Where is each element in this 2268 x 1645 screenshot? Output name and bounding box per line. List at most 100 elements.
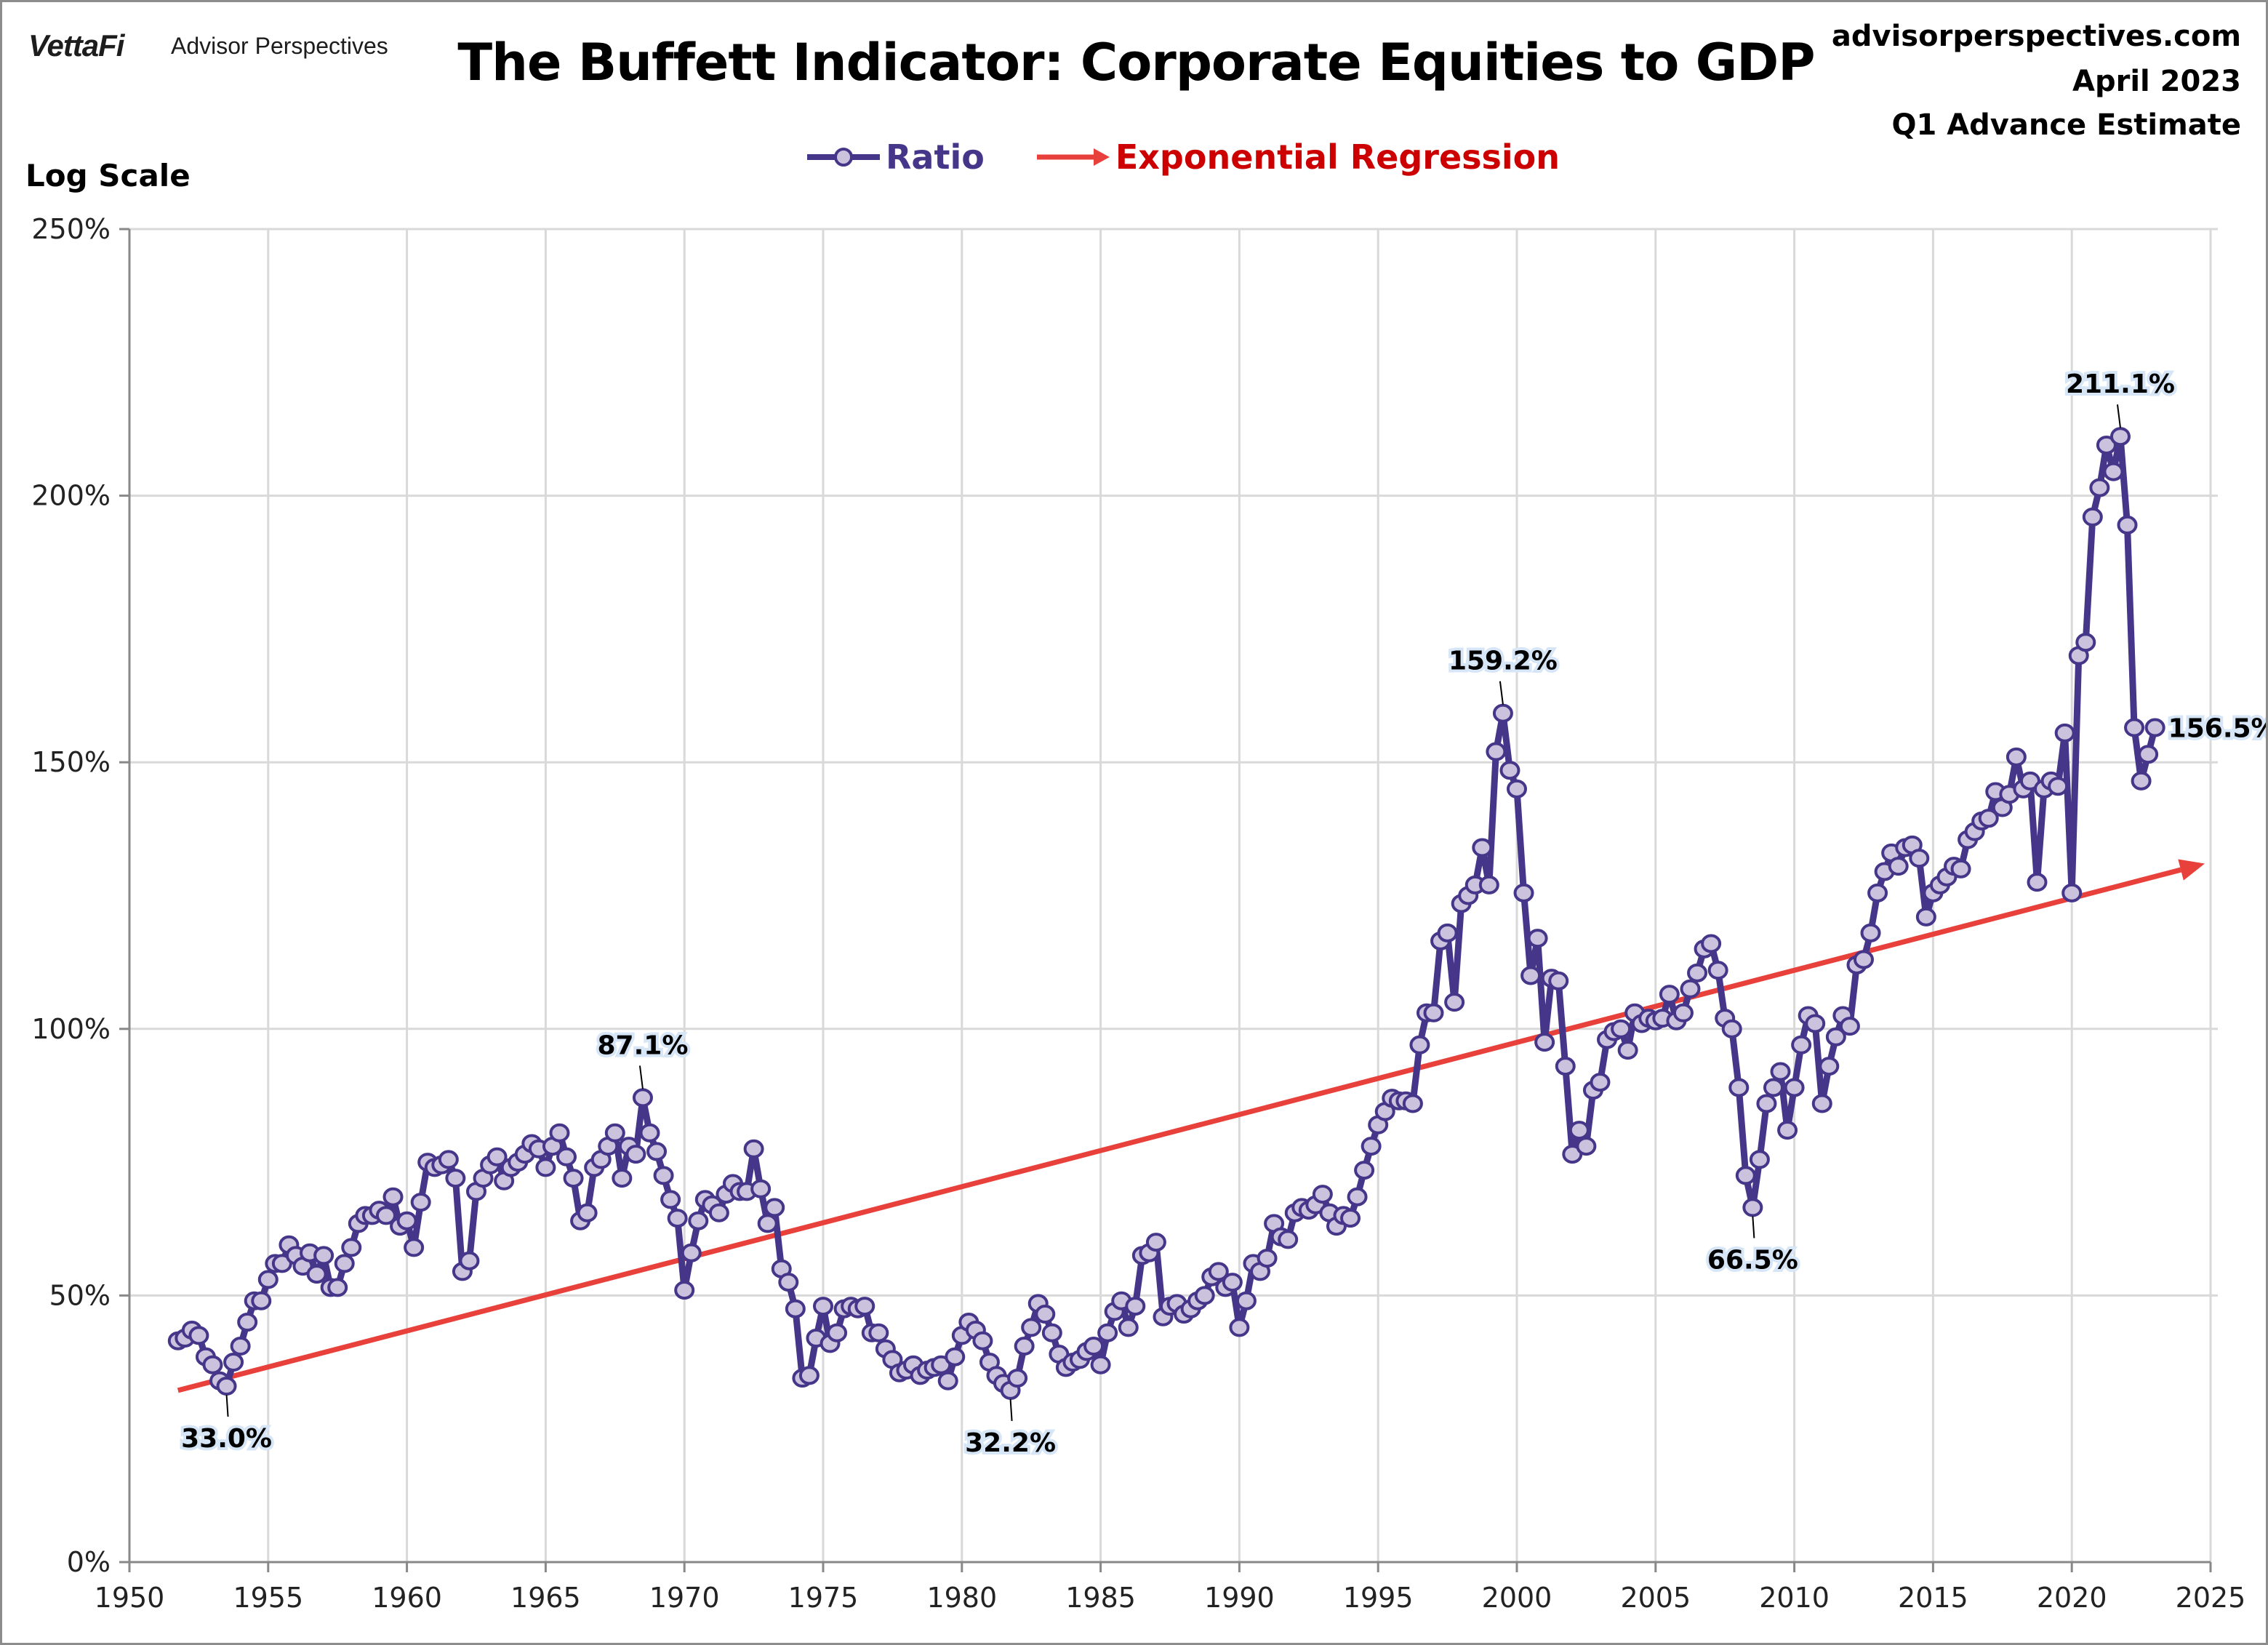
y-tick-label: 0% bbox=[67, 1546, 111, 1578]
ratio-point bbox=[1527, 929, 1548, 948]
chart-title: The Buffett Indicator: Corporate Equitie… bbox=[457, 33, 1815, 92]
ratio-point bbox=[577, 1203, 598, 1222]
ratio-point bbox=[1194, 1286, 1215, 1305]
ratio-point bbox=[486, 1147, 508, 1166]
ratio-point bbox=[445, 1169, 466, 1188]
x-tick-label: 1955 bbox=[233, 1582, 303, 1614]
y-tick-label: 200% bbox=[31, 480, 111, 512]
ratio-point bbox=[1118, 1318, 1139, 1337]
ratio-point bbox=[556, 1147, 577, 1166]
ratio-point bbox=[1978, 809, 1999, 828]
ratio-point bbox=[202, 1355, 223, 1374]
ratio-point bbox=[1507, 779, 1527, 799]
ratio-point bbox=[1548, 971, 1569, 990]
data-label: 66.5% bbox=[1707, 1245, 1798, 1275]
ratio-point bbox=[396, 1211, 417, 1230]
ratio-point bbox=[1208, 1262, 1229, 1281]
ratio-point bbox=[1721, 1019, 1742, 1038]
legend-label-regression: Exponential Regression bbox=[1115, 137, 1560, 177]
ratio-point bbox=[341, 1238, 362, 1257]
legend: Ratio Exponential Regression bbox=[806, 137, 1560, 177]
ratio-point bbox=[1784, 1078, 1805, 1097]
ratio-point bbox=[1590, 1073, 1611, 1092]
ratio-point bbox=[1950, 859, 1971, 878]
ratio-point bbox=[868, 1323, 889, 1342]
regression-line bbox=[177, 867, 2181, 1393]
data-label: 87.1% bbox=[598, 1030, 689, 1060]
ratio-point bbox=[1125, 1297, 1146, 1316]
ratio-point bbox=[945, 1347, 966, 1366]
x-tick-label: 2015 bbox=[1898, 1582, 1968, 1614]
ratio-point bbox=[1860, 923, 1881, 942]
ratio-point bbox=[660, 1190, 681, 1209]
x-tick-label: 1965 bbox=[510, 1582, 581, 1614]
source-site: advisorperspectives.com bbox=[1831, 20, 2241, 53]
ratio-point bbox=[1229, 1318, 1250, 1337]
ratio-point bbox=[604, 1123, 625, 1142]
ratio-point bbox=[1749, 1150, 1770, 1169]
ratio-point bbox=[1492, 703, 1513, 723]
ratio-point bbox=[188, 1326, 209, 1345]
x-tick-label: 2020 bbox=[2037, 1582, 2107, 1614]
ratio-point bbox=[798, 1366, 820, 1385]
ratio-point bbox=[1257, 1249, 1278, 1268]
ratio-point bbox=[1312, 1185, 1333, 1204]
ratio-point bbox=[237, 1313, 258, 1332]
x-tick-label: 2025 bbox=[2176, 1582, 2246, 1614]
ratio-point bbox=[1097, 1323, 1118, 1342]
ratio-point bbox=[1763, 1078, 1784, 1097]
ratio-point bbox=[1687, 963, 1708, 982]
ratio-point bbox=[1742, 1198, 1763, 1217]
ratio-point bbox=[1513, 883, 1534, 902]
data-label: 33.0% bbox=[181, 1424, 272, 1454]
ratio-point bbox=[1839, 1017, 1860, 1036]
annotation-leader bbox=[1499, 681, 1504, 705]
ratio-point bbox=[563, 1169, 584, 1188]
ratio-point bbox=[1680, 979, 1701, 998]
legend-item-ratio: Ratio bbox=[806, 137, 985, 177]
x-tick-label: 1980 bbox=[926, 1582, 997, 1614]
ratio-point bbox=[625, 1145, 646, 1164]
ratio-point bbox=[1707, 961, 1728, 980]
ratio-point bbox=[813, 1297, 833, 1316]
ratio-point bbox=[1478, 875, 1499, 894]
ratio-point bbox=[1235, 1291, 1257, 1310]
ratio-point bbox=[1437, 923, 1458, 942]
ratio-point bbox=[764, 1198, 785, 1217]
ratio-point bbox=[2131, 771, 2152, 791]
ratio-point bbox=[1811, 1094, 1832, 1113]
ratio-point bbox=[410, 1193, 431, 1212]
ratio-point bbox=[1825, 1027, 1846, 1046]
ratio-point bbox=[778, 1273, 799, 1292]
ratio-point bbox=[2089, 478, 2110, 497]
x-tick-label: 1970 bbox=[649, 1582, 720, 1614]
ratio-point bbox=[313, 1246, 334, 1265]
ratio-point bbox=[1444, 993, 1465, 1012]
data-label: 211.1% bbox=[2066, 369, 2175, 399]
ratio-point bbox=[1867, 883, 1888, 902]
ratio-point bbox=[639, 1123, 660, 1142]
ratio-point bbox=[1568, 1121, 1590, 1140]
ratio-point bbox=[854, 1297, 875, 1316]
x-tick-label: 1990 bbox=[1204, 1582, 1275, 1614]
legend-item-regression: Exponential Regression bbox=[1035, 137, 1560, 177]
x-tick-label: 1995 bbox=[1343, 1582, 1414, 1614]
x-tick-label: 2005 bbox=[1620, 1582, 1691, 1614]
ratio-point bbox=[1777, 1121, 1798, 1140]
ratio-point bbox=[230, 1337, 251, 1356]
ratio-point bbox=[667, 1209, 688, 1228]
ratio-point bbox=[2138, 745, 2159, 764]
ratio-point bbox=[1756, 1094, 1777, 1113]
ratio-point bbox=[1041, 1323, 1062, 1342]
regression-arrowhead bbox=[2178, 859, 2205, 881]
x-tick-label: 1950 bbox=[95, 1582, 165, 1614]
x-tick-label: 1985 bbox=[1065, 1582, 1136, 1614]
ratio-point bbox=[2144, 718, 2165, 737]
data-label: 159.2% bbox=[1448, 647, 1558, 676]
ratio-point bbox=[1520, 966, 1542, 985]
ratio-point bbox=[2124, 718, 2145, 737]
ratio-legend-icon bbox=[807, 148, 880, 167]
ratio-point bbox=[612, 1169, 633, 1188]
